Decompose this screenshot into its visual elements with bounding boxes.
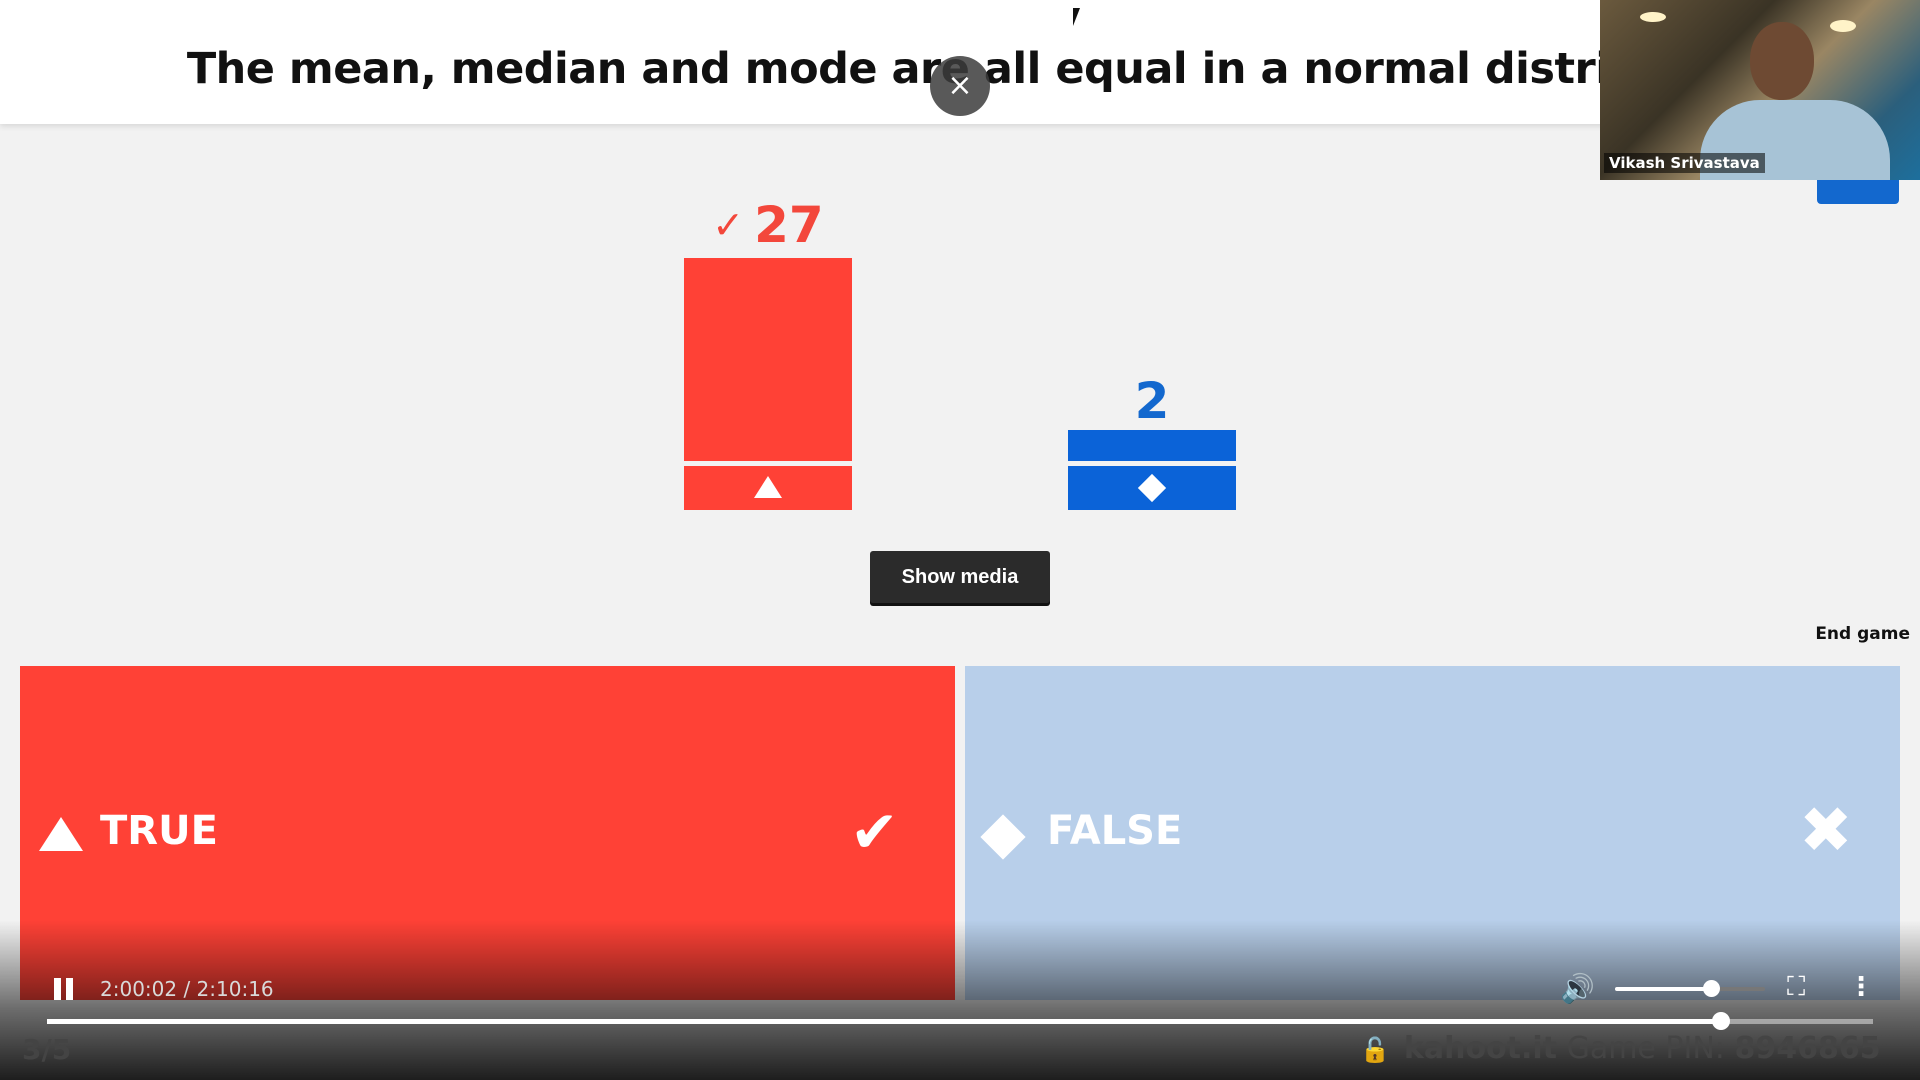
webcam-person-head — [1750, 22, 1814, 100]
pause-icon[interactable] — [54, 978, 76, 1002]
playback-time: 2:00:02 / 2:10:16 — [100, 977, 274, 1001]
answer-true-label: TRUE — [100, 808, 218, 854]
false-count-value: 2 — [1134, 372, 1170, 430]
question-counter: 3/5 — [22, 1033, 72, 1066]
pin-value: 8946865 — [1734, 1031, 1881, 1066]
true-count-value: 27 — [754, 196, 824, 254]
show-media-button[interactable]: Show media — [870, 551, 1050, 603]
webcam-lamp — [1640, 12, 1666, 22]
end-game-button[interactable]: End game — [1815, 624, 1910, 644]
webcam-lamp — [1830, 20, 1856, 32]
diamond-icon — [1137, 473, 1167, 503]
volume-slider-fill — [1615, 987, 1711, 991]
true-bar-base — [684, 466, 852, 510]
more-options-icon[interactable]: ⋮ — [1848, 972, 1874, 1002]
answer-false-label: FALSE — [1047, 808, 1183, 854]
game-pin-bar: 🔓 kahoot.it Game PIN: 8946865 — [1360, 1031, 1881, 1066]
webcam-name-label: Vikash Srivastava — [1604, 153, 1765, 173]
true-count-label: ✓ 27 — [684, 196, 852, 254]
check-icon: ✓ — [712, 203, 745, 247]
wrong-x-icon: ✖ — [1799, 794, 1853, 868]
mouse-cursor-icon — [1073, 8, 1080, 26]
diamond-icon — [980, 814, 1026, 860]
triangle-icon — [39, 817, 83, 851]
triangle-icon — [754, 476, 782, 498]
volume-icon[interactable]: 🔊 — [1560, 972, 1595, 1005]
volume-slider-handle[interactable] — [1703, 980, 1720, 997]
false-result-bar — [1068, 430, 1236, 461]
false-bar-base — [1068, 466, 1236, 510]
true-result-bar — [684, 258, 852, 461]
site-name: kahoot.it — [1403, 1031, 1558, 1066]
correct-check-icon: ✔ — [850, 798, 899, 866]
close-icon[interactable]: × — [930, 56, 990, 116]
pin-label: Game PIN: — [1566, 1031, 1725, 1066]
player-controls-overlay — [0, 920, 1920, 1080]
seek-bar-fill — [47, 1019, 1721, 1024]
exit-fullscreen-icon[interactable]: ⛶ — [1787, 972, 1806, 1002]
lock-icon[interactable]: 🔓 — [1360, 1036, 1390, 1064]
seek-bar-handle[interactable] — [1712, 1012, 1730, 1030]
webcam-video: Vikash Srivastava — [1600, 0, 1920, 180]
blue-tab — [1817, 180, 1899, 204]
